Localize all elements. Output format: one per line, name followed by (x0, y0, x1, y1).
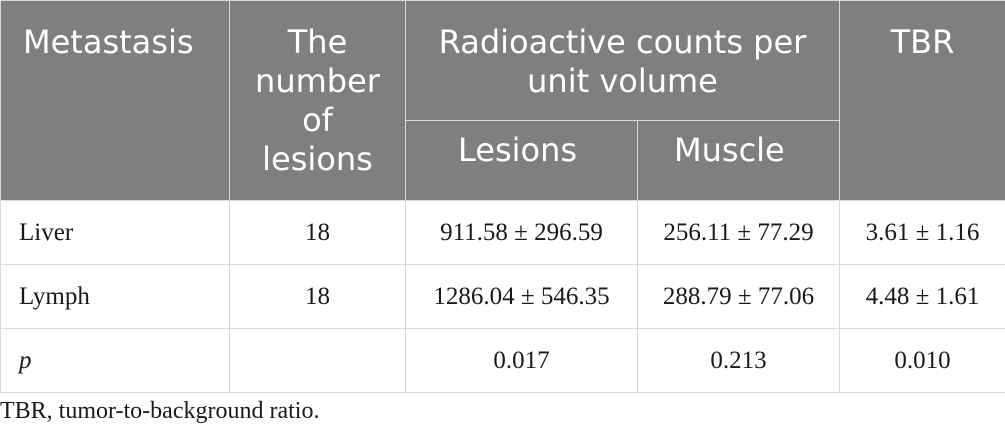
cell-lesion-count (229, 328, 406, 393)
header-tbr: TBR (839, 0, 1005, 201)
table-body: Liver 18 911.58 ± 296.59 256.11 ± 77.29 … (0, 200, 1005, 393)
row-label: Lymph (0, 264, 230, 329)
cell-muscle-counts: 0.213 (637, 328, 840, 393)
cell-muscle-counts: 256.11 ± 77.29 (637, 200, 840, 265)
header-number-of-lesions: The number of lesions (229, 0, 406, 201)
results-table: Metastasis The number of lesions Radioac… (0, 0, 1005, 393)
table-row: p 0.017 0.213 0.010 (0, 328, 1005, 393)
header-lesions: Lesions (405, 120, 638, 201)
cell-tbr: 0.010 (839, 328, 1005, 393)
row-label: p (0, 328, 230, 393)
row-label: Liver (0, 200, 230, 265)
cell-lesions-counts: 0.017 (405, 328, 638, 393)
table-header: Metastasis The number of lesions Radioac… (0, 0, 1005, 201)
table-row: Liver 18 911.58 ± 296.59 256.11 ± 77.29 … (0, 200, 1005, 265)
cell-tbr: 4.48 ± 1.61 (839, 264, 1005, 329)
cell-lesion-count: 18 (229, 264, 406, 329)
cell-lesion-count: 18 (229, 200, 406, 265)
header-radioactive-counts: Radioactive counts per unit volume (405, 0, 840, 121)
header-metastasis: Metastasis (0, 0, 230, 201)
table-row: Lymph 18 1286.04 ± 546.35 288.79 ± 77.06… (0, 264, 1005, 329)
table-footnote: TBR, tumor-to-background ratio. (0, 398, 320, 424)
cell-tbr: 3.61 ± 1.16 (839, 200, 1005, 265)
cell-lesions-counts: 911.58 ± 296.59 (405, 200, 638, 265)
cell-lesions-counts: 1286.04 ± 546.35 (405, 264, 638, 329)
header-muscle: Muscle (637, 120, 840, 201)
cell-muscle-counts: 288.79 ± 77.06 (637, 264, 840, 329)
